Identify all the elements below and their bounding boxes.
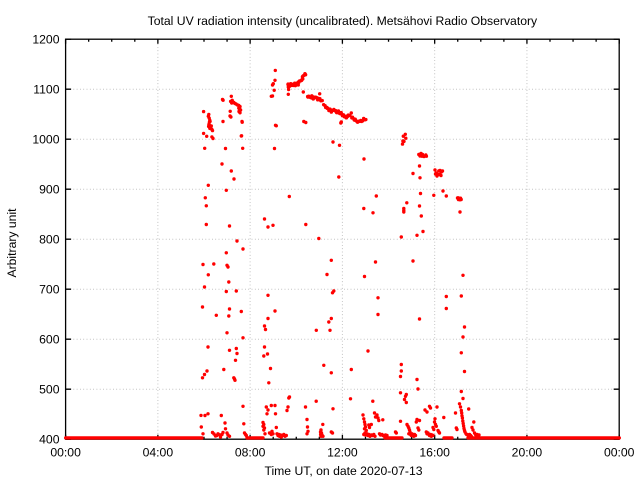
svg-text:Total UV radiation intensity (: Total UV radiation intensity (uncalibrat… [148,14,538,28]
svg-text:Time UT, on date 2020-07-13: Time UT, on date 2020-07-13 [264,464,422,478]
svg-text:800: 800 [39,233,60,247]
svg-text:16:00: 16:00 [419,446,450,460]
svg-text:00:00: 00:00 [604,446,635,460]
svg-text:1000: 1000 [32,133,59,147]
svg-text:00:00: 00:00 [50,446,81,460]
svg-text:900: 900 [39,183,60,197]
svg-text:Arbitrary unit: Arbitrary unit [5,208,19,278]
svg-text:700: 700 [39,283,60,297]
svg-text:400: 400 [39,433,60,447]
svg-text:500: 500 [39,383,60,397]
svg-text:04:00: 04:00 [143,446,174,460]
svg-text:08:00: 08:00 [235,446,266,460]
svg-text:600: 600 [39,333,60,347]
svg-text:1100: 1100 [33,83,59,97]
svg-text:12:00: 12:00 [327,446,358,460]
svg-text:1200: 1200 [32,33,59,47]
svg-text:20:00: 20:00 [512,446,543,460]
